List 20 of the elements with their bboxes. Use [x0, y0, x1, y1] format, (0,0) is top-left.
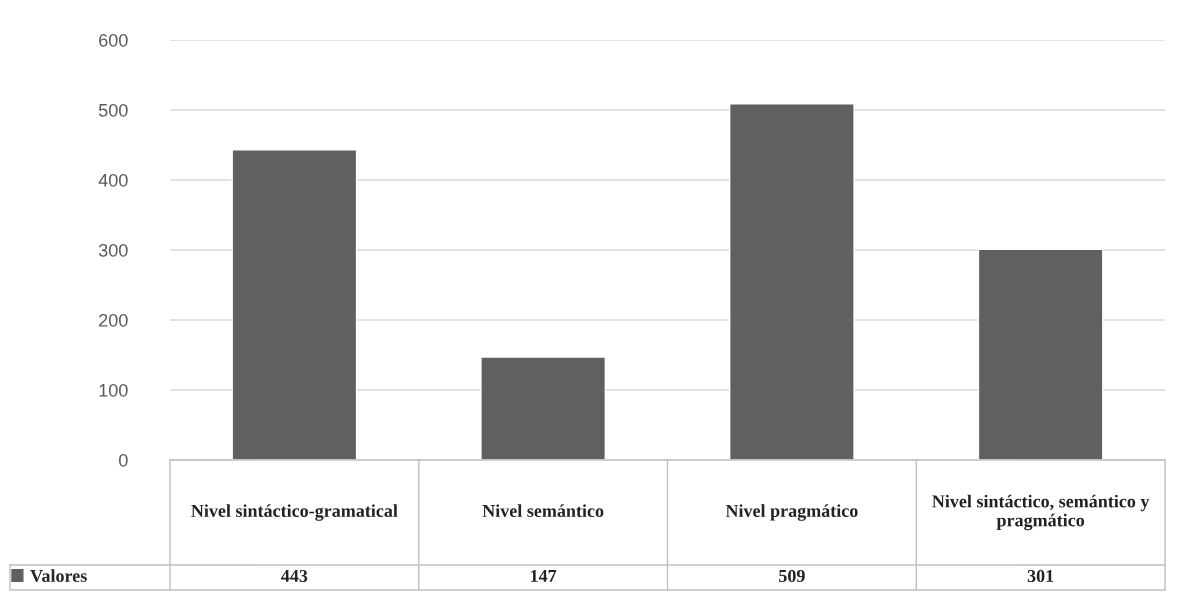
y-tick-label: 600 — [99, 33, 128, 47]
bar — [728, 103, 855, 460]
x-tick-label: Nivel pragmático — [725, 504, 858, 521]
x-tick-label: Nivel semántico — [482, 504, 604, 518]
bar — [231, 149, 358, 460]
x-tick-label: Nivel sintáctico, semántico y pragmático — [932, 494, 1150, 531]
y-tick-label: 500 — [98, 103, 128, 117]
y-tick-label: 200 — [99, 313, 128, 327]
data-label: 443 — [281, 569, 308, 583]
y-tick-label: 300 — [98, 243, 128, 257]
y-tick-label: 0 — [119, 453, 128, 467]
x-tick-label: Nivel sintáctico-gramatical — [191, 504, 398, 521]
bar — [977, 248, 1104, 460]
legend-label: Valores — [30, 569, 87, 583]
y-tick-label: 100 — [99, 383, 128, 397]
data-label: 301 — [1027, 569, 1054, 583]
data-label: 509 — [779, 569, 805, 583]
bar — [480, 356, 607, 460]
data-label: 147 — [531, 569, 557, 582]
y-tick-label: 400 — [98, 173, 128, 187]
